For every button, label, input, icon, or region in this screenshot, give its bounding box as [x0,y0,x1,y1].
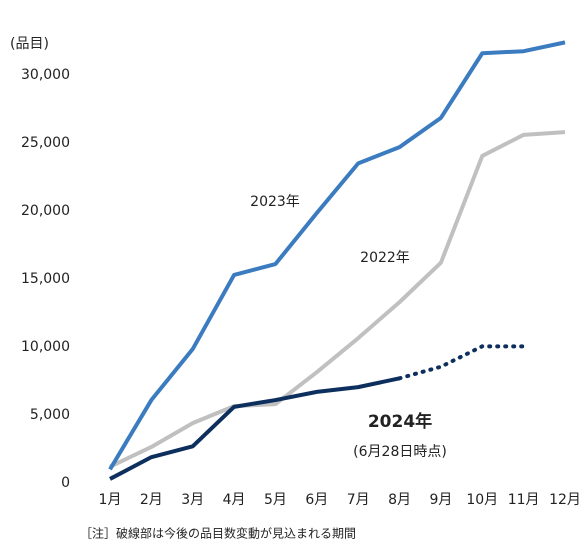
x-tick-label: 9月 [429,492,452,508]
projected-line [397,344,526,381]
x-tick-label: 12月 [549,492,581,508]
x-tick-label: 10月 [466,492,498,508]
y-tick-label: 5,000 [30,407,70,423]
x-tick-label: 5月 [264,492,287,508]
y-tick-label: 30,000 [21,67,70,83]
y-tick-label: 25,000 [21,135,70,151]
series-label: 2022年 [360,250,410,266]
x-tick-label: 3月 [181,492,204,508]
y-tick-label: 20,000 [21,203,70,219]
y-tick-label: 0 [61,475,70,491]
series-label: 2023年 [250,194,300,210]
x-tick-label: 6月 [305,492,328,508]
y-tick-label: 10,000 [21,339,70,355]
line [108,40,566,471]
x-tick-label: 1月 [99,492,122,508]
y-tick-label: 15,000 [21,271,70,287]
x-tick-label: 8月 [388,492,411,508]
series-label: 2024年 [368,411,432,432]
x-tick-label: 2月 [140,492,163,508]
y-axis-label: (品目) [10,36,49,52]
x-tick-label: 11月 [508,492,540,508]
x-tick-label: 4月 [223,492,246,508]
note: ［注］破線部は今後の品目数変動が見込まれる期間 [80,526,356,541]
line [109,130,566,469]
annotation: (6月28日時点) [353,444,447,460]
x-tick-label: 7月 [347,492,370,508]
line [109,376,400,481]
